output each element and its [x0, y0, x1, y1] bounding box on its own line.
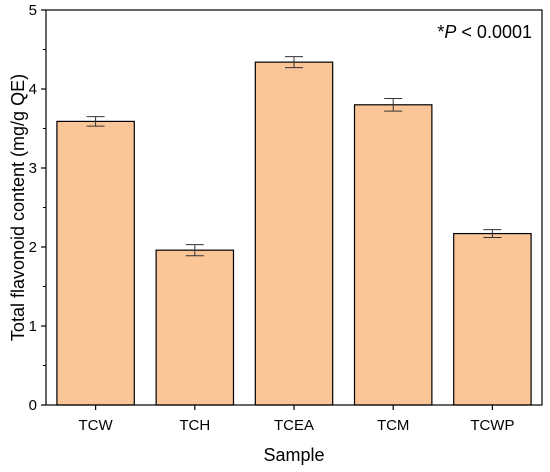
- bar-tcea: [254, 61, 334, 406]
- error-bar-tcea: [285, 56, 303, 69]
- error-bar-tcm: [384, 97, 403, 112]
- significance-annotation: *P < 0.0001: [437, 22, 532, 42]
- x-tick-label-tcea: TCEA: [274, 417, 314, 434]
- x-tick-label-tcm: TCM: [377, 417, 410, 434]
- bar-tch: [155, 249, 235, 406]
- y-axis-title: Total flavonoid content (mg/g QE): [8, 74, 28, 341]
- x-tick-label-tcwp: TCWP: [470, 417, 514, 434]
- annotation-value: < 0.0001: [456, 22, 532, 42]
- x-tick-label-tcw: TCW: [79, 417, 114, 434]
- bar-tcwp: [453, 232, 532, 406]
- annotation-p-symbol: P: [444, 22, 456, 42]
- annotation-prefix: *: [437, 22, 444, 42]
- y-tick-label: 5: [29, 2, 37, 19]
- y-tick-label: 1: [29, 318, 37, 335]
- bar-tcm: [353, 104, 433, 406]
- y-tick-label: 3: [29, 160, 37, 177]
- error-bar-tcwp: [483, 229, 502, 239]
- error-bar-tch: [185, 244, 204, 257]
- bars-group: [56, 61, 532, 406]
- error-bar-tcw: [86, 116, 105, 127]
- y-tick-label: 2: [29, 239, 37, 256]
- x-axis-ticks: TCW TCH TCEA TCM TCWP: [79, 405, 514, 434]
- y-tick-label: 4: [29, 81, 37, 98]
- bar-tcw: [56, 120, 135, 406]
- x-tick-label-tch: TCH: [179, 417, 210, 434]
- x-axis-title: Sample: [263, 445, 324, 465]
- y-tick-label: 0: [29, 397, 37, 414]
- y-axis-ticks: 0 1 2 3 4 5: [29, 2, 46, 414]
- error-bars-group: [86, 56, 502, 257]
